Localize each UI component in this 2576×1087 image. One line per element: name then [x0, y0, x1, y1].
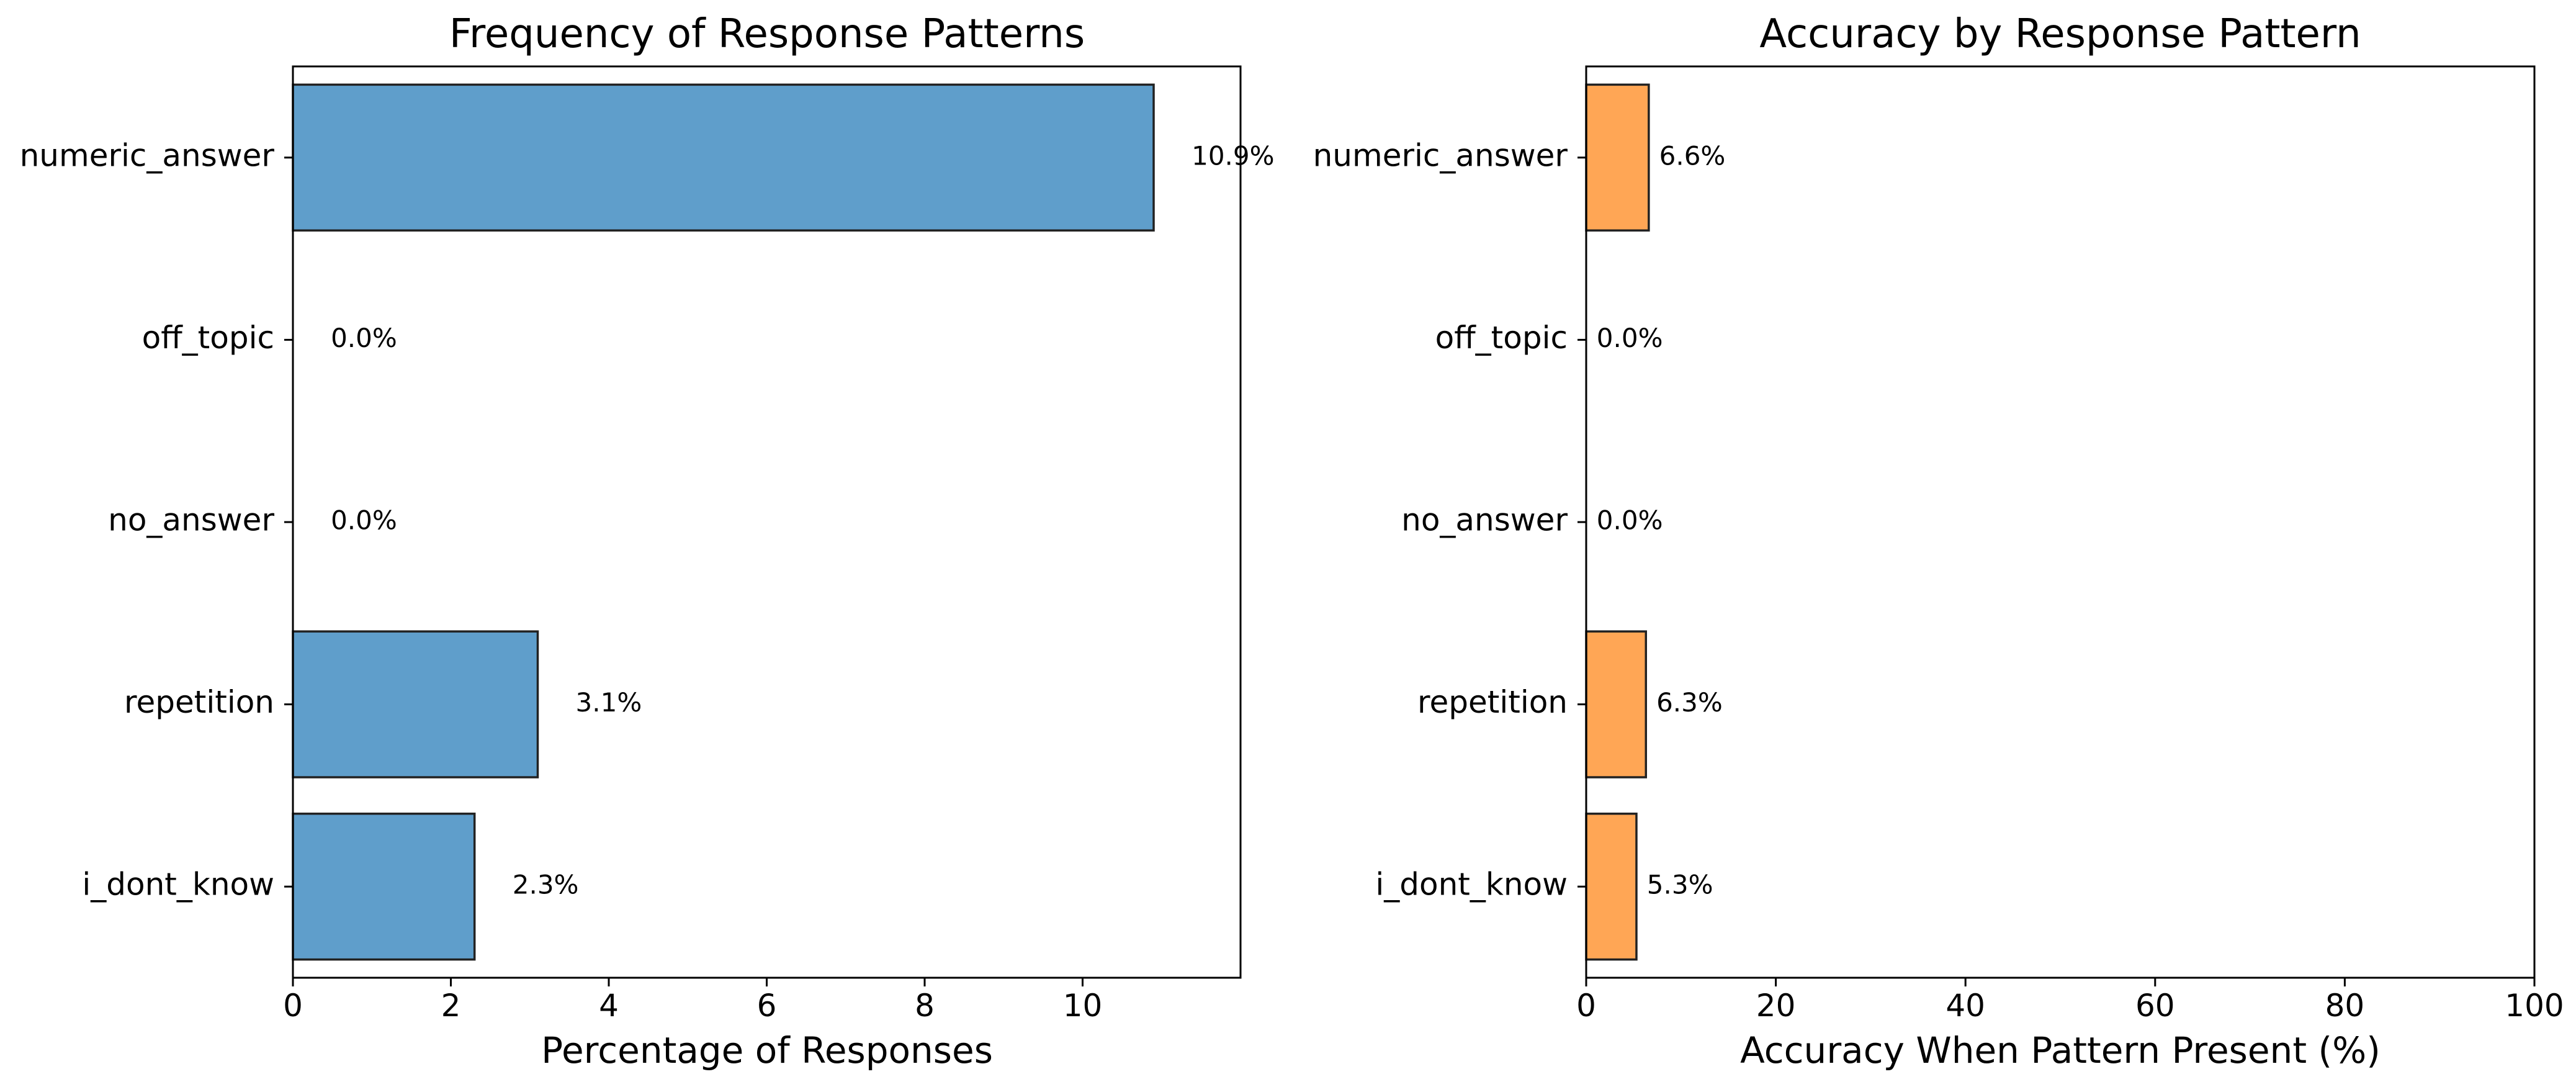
accuracy-y-tick-label-i-dont-know: i_dont_know	[1375, 867, 1568, 903]
frequency-chart-title: Frequency of Response Patterns	[449, 11, 1085, 57]
frequency-y-tick-label-no-answer: no_answer	[108, 502, 274, 538]
accuracy-x-axis: 0 20 40 60 80 100	[1576, 978, 2564, 1024]
frequency-plot-area: 10.9% 0.0% 0.0% 3.1% 2.3%	[292, 83, 1275, 961]
accuracy-y-tick-label-repetition: repetition	[1417, 684, 1568, 720]
frequency-value-label-no-answer: 0.0%	[331, 505, 397, 536]
accuracy-chart-title: Accuracy by Response Pattern	[1759, 11, 2361, 57]
frequency-x-axis: 0 2 4 6 8 10	[283, 978, 1102, 1024]
frequency-value-label-i-dont-know: 2.3%	[513, 870, 579, 900]
accuracy-x-axis-label: Accuracy When Pattern Present (%)	[1740, 1029, 2381, 1071]
accuracy-y-tick-label-off-topic: off_topic	[1435, 320, 1568, 356]
accuracy-chart: Accuracy by Response Pattern 6.6% 0.0% 0.0…	[1313, 11, 2564, 1071]
frequency-bar-numeric-answer	[292, 83, 1155, 232]
accuracy-value-label-off-topic: 0.0%	[1597, 323, 1663, 353]
frequency-x-axis-label: Percentage of Responses	[541, 1029, 993, 1071]
frequency-y-tick-label-off-topic: off_topic	[142, 320, 274, 356]
accuracy-value-label-no-answer: 0.0%	[1597, 505, 1663, 536]
frequency-x-tick-label-2: 2	[441, 988, 461, 1024]
accuracy-y-tick-label-no-answer: no_answer	[1401, 502, 1568, 538]
frequency-value-label-off-topic: 0.0%	[331, 323, 397, 353]
accuracy-x-tick-label-60: 60	[2135, 988, 2175, 1024]
frequency-x-tick-label-8: 8	[915, 988, 935, 1024]
accuracy-x-tick-label-100: 100	[2505, 988, 2564, 1024]
accuracy-value-label-numeric-answer: 6.6%	[1659, 140, 1726, 171]
accuracy-y-axis: numeric_answer off_topic no_answer repetiti…	[1313, 137, 1586, 903]
frequency-y-axis: numeric_answer off_topic no_answer repetiti…	[20, 137, 293, 903]
frequency-value-label-repetition: 3.1%	[576, 687, 642, 718]
frequency-x-tick-label-10: 10	[1063, 988, 1103, 1024]
accuracy-x-tick-label-0: 0	[1576, 988, 1596, 1024]
frequency-value-label-numeric-answer: 10.9%	[1192, 140, 1274, 171]
frequency-bar-i-dont-know	[292, 813, 476, 961]
accuracy-bar-repetition	[1585, 630, 1648, 778]
accuracy-x-tick-label-20: 20	[1756, 988, 1796, 1024]
accuracy-value-label-repetition: 6.3%	[1656, 687, 1723, 718]
frequency-bar-repetition	[292, 630, 539, 778]
accuracy-value-label-i-dont-know: 5.3%	[1647, 870, 1713, 900]
accuracy-plot-area: 6.6% 0.0% 0.0% 6.3% 5.3%	[1585, 83, 1726, 961]
frequency-y-tick-label-numeric-answer: numeric_answer	[20, 137, 275, 173]
frequency-chart: Frequency of Response Patterns 10.9% 0.0%…	[20, 11, 1275, 1071]
accuracy-bar-numeric-answer	[1585, 83, 1650, 232]
frequency-x-tick-label-4: 4	[599, 988, 619, 1024]
frequency-y-tick-label-i-dont-know: i_dont_know	[82, 867, 274, 903]
frequency-y-tick-label-repetition: repetition	[124, 684, 274, 720]
accuracy-x-tick-label-80: 80	[2325, 988, 2365, 1024]
accuracy-bar-i-dont-know	[1585, 813, 1638, 961]
frequency-x-tick-label-0: 0	[283, 988, 303, 1024]
frequency-x-tick-label-6: 6	[757, 988, 777, 1024]
accuracy-x-tick-label-40: 40	[1945, 988, 1985, 1024]
accuracy-y-tick-label-numeric-answer: numeric_answer	[1313, 137, 1568, 173]
